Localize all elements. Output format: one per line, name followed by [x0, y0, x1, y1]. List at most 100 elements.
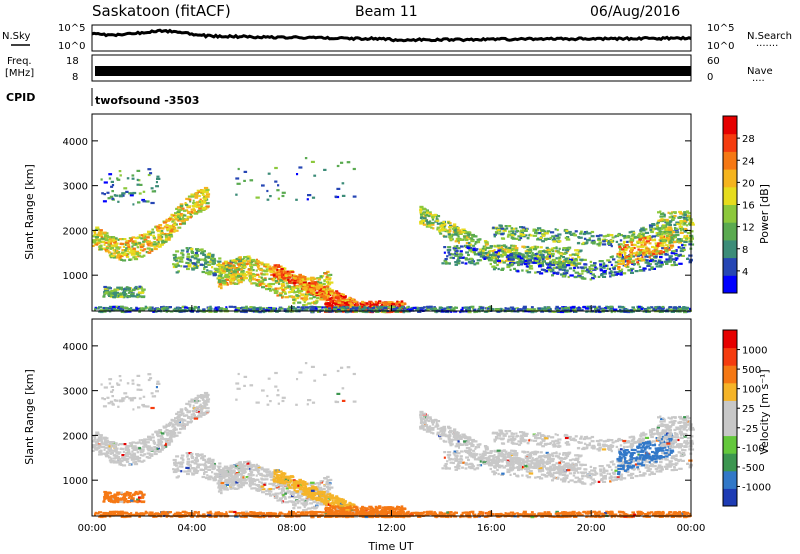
velocity-echo-cell — [155, 431, 159, 434]
power-echo-cell — [659, 215, 664, 218]
power-echo-cell — [172, 265, 177, 269]
power-echo-cell — [574, 271, 580, 274]
power-echo-cell — [567, 246, 572, 249]
power-echo-cell — [196, 203, 201, 206]
colorbar-tick-label: 28 — [742, 134, 755, 145]
power-echo-cell — [110, 289, 114, 293]
power-echo-cell — [429, 305, 433, 308]
power-echo-cell — [227, 271, 231, 274]
power-echo-cell — [552, 254, 555, 258]
power-echo-cell — [476, 253, 479, 256]
power-echo-cell — [210, 257, 213, 261]
power-echo-cell — [614, 273, 618, 276]
power-echo-cell — [241, 267, 246, 270]
power-echo-cell — [688, 219, 692, 222]
power-echo-cell — [618, 245, 622, 248]
power-echo-cell — [627, 255, 631, 259]
power-echo-cell — [564, 231, 569, 235]
power-echo-cell — [276, 294, 279, 297]
power-echo-cell — [640, 307, 644, 310]
power-echo-cell — [601, 260, 604, 263]
power-echo-cell — [664, 229, 668, 232]
power-echo-cell — [149, 233, 152, 236]
power-echo-cell — [122, 245, 126, 248]
power-echo-cell — [182, 217, 186, 221]
power-echo-cell — [527, 249, 533, 252]
power-echo-cell — [662, 232, 667, 235]
power-echo-cell — [506, 254, 510, 257]
power-echo-cell — [625, 265, 630, 269]
power-echo-cell — [633, 243, 637, 247]
power-echo-cell — [204, 271, 209, 275]
colorbar-swatch — [723, 151, 737, 170]
power-echo-cell — [328, 307, 332, 310]
power-echo-cell — [119, 305, 124, 308]
power-echo-cell — [515, 254, 520, 257]
power-echo-cell — [451, 253, 455, 256]
power-echo-cell — [343, 295, 347, 299]
power-echo-cell — [290, 270, 295, 274]
freq-tick-low: 8 — [72, 72, 78, 83]
power-echo-cell — [681, 307, 684, 310]
velocity-echo-cell — [145, 438, 149, 441]
power-echo-cell — [510, 244, 513, 247]
power-echo-cell — [547, 306, 551, 309]
power-echo-cell — [572, 262, 577, 265]
power-echo-cell — [249, 269, 253, 272]
velocity-echo-cell — [168, 429, 173, 433]
power-echo-cell — [150, 249, 154, 252]
power-echo-cell — [507, 258, 510, 261]
power-echo-cell — [250, 262, 253, 265]
power-echo-cell — [265, 288, 268, 291]
power-echo-cell — [218, 266, 223, 269]
power-echo-cell — [110, 252, 113, 255]
power-echo-cell — [119, 295, 124, 298]
power-echo-cell — [504, 259, 508, 263]
power-echo-cell — [483, 240, 488, 243]
power-echo-cell — [207, 263, 212, 266]
power-echo-cell — [571, 259, 576, 262]
power-echo-cell — [444, 258, 448, 261]
power-echo-cell — [494, 259, 497, 262]
power-echo-cell — [287, 278, 290, 281]
power-echo-cell — [138, 234, 141, 237]
power-echo-cell — [495, 308, 501, 311]
power-echo-cell — [670, 252, 675, 255]
power-echo-cell — [601, 266, 605, 269]
power-echo-cell — [163, 221, 167, 224]
power-echo-cell — [630, 249, 633, 252]
power-echo-cell — [669, 230, 672, 233]
power-echo-cell — [277, 308, 282, 311]
power-echo-cell — [284, 287, 287, 290]
power-echo-cell — [161, 227, 165, 230]
power-echo-cell — [335, 291, 339, 294]
power-echo-cell — [643, 243, 647, 246]
power-echo-cell — [257, 267, 261, 270]
power-echo-cell — [296, 294, 300, 297]
power-echo-cell — [183, 209, 187, 212]
power-echo-cell — [217, 306, 220, 309]
power-echo-cell — [187, 308, 193, 311]
velocity-echo-cell — [149, 438, 152, 441]
power-echo-cell — [542, 234, 546, 237]
power-echo-cell — [648, 268, 652, 271]
power-echo-cell — [283, 275, 287, 278]
power-echo-cell — [668, 255, 673, 258]
power-echo-cell — [293, 284, 296, 287]
power-echo-cell — [134, 255, 138, 258]
power-echo-cell — [641, 259, 645, 262]
power-echo-cell — [280, 282, 285, 286]
power-echo-cell — [120, 258, 123, 261]
power-echo-cell — [198, 249, 203, 252]
power-echo-cell — [574, 259, 578, 262]
power-echo-cell — [115, 291, 119, 294]
power-echo-cell — [467, 235, 470, 238]
power-echo-cell — [311, 196, 316, 199]
power-echo-cell — [428, 224, 432, 227]
power-echo-cell — [592, 305, 597, 308]
power-echo-cell — [534, 246, 539, 249]
power-echo-cell — [150, 187, 154, 190]
power-echo-cell — [186, 267, 190, 271]
power-echo-cell — [312, 287, 316, 290]
power-echo-cell — [493, 254, 498, 257]
